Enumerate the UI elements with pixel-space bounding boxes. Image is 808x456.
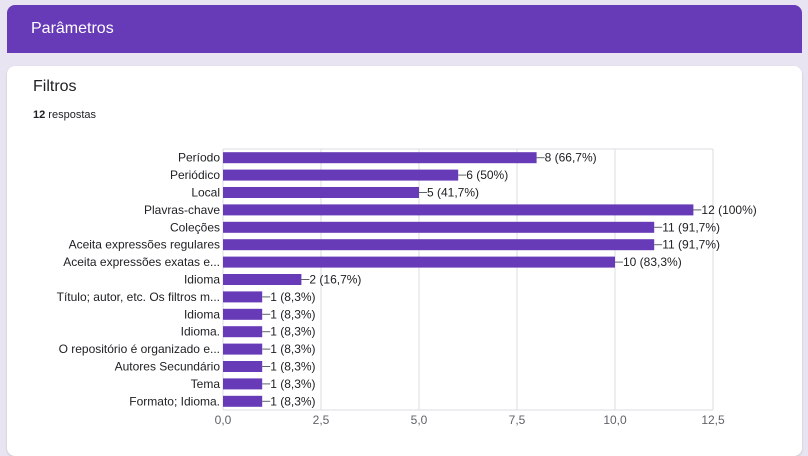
category-label: Coleções xyxy=(170,220,220,234)
response-count-number: 12 xyxy=(33,109,46,121)
x-tick-label: 2,5 xyxy=(313,413,330,427)
data-label: 5 (41,7%) xyxy=(427,186,479,200)
category-label: Formato; Idioma. xyxy=(129,394,220,408)
category-label: Aceita expressões exatas e... xyxy=(63,255,220,269)
category-label: Plavras-chave xyxy=(144,203,220,217)
bar xyxy=(223,274,302,285)
bar xyxy=(223,395,263,407)
x-tick-label: 12,5 xyxy=(701,413,725,427)
data-label: 1 (8,3%) xyxy=(270,377,315,391)
data-label: 1 (8,3%) xyxy=(270,360,315,374)
data-label: 1 (8,3%) xyxy=(270,325,315,339)
data-label: 1 (8,3%) xyxy=(270,290,315,304)
bar xyxy=(223,326,263,338)
bar xyxy=(223,152,537,164)
data-label: 1 (8,3%) xyxy=(270,342,315,356)
bar xyxy=(223,187,419,198)
bar xyxy=(223,361,263,372)
data-label: 8 (66,7%) xyxy=(545,151,597,165)
data-label: 6 (50%) xyxy=(466,168,508,182)
x-tick-label: 0,0 xyxy=(215,413,232,427)
section-header: Parâmetros xyxy=(7,5,802,53)
category-label: Aceita expressões regulares xyxy=(69,238,220,252)
category-label: Idioma xyxy=(184,273,220,287)
labels: 0,0 2,5 5,0 7,5 10,0 12,5 Período 8 (66,7%) Peri… xyxy=(57,151,757,427)
bars xyxy=(223,152,694,407)
category-label: Periódico xyxy=(170,168,220,182)
category-label: Tema xyxy=(191,377,221,391)
x-tick-label: 5,0 xyxy=(411,413,428,427)
data-label: 1 (8,3%) xyxy=(270,307,315,321)
data-label: 11 (91,7%) xyxy=(662,220,720,234)
response-count: 12 respostas xyxy=(33,109,96,121)
bar xyxy=(223,291,263,303)
category-label: Período xyxy=(178,151,220,165)
data-label: 12 (100%) xyxy=(701,203,756,217)
data-label: 10 (83,3%) xyxy=(623,255,682,269)
bar xyxy=(223,221,655,233)
category-label: Idioma. xyxy=(181,325,220,339)
bar xyxy=(223,343,263,355)
data-label: 11 (91,7%) xyxy=(662,238,720,252)
data-label: 1 (8,3%) xyxy=(270,394,315,408)
bar xyxy=(223,378,263,390)
bar xyxy=(223,169,459,181)
category-label: Título; autor, etc. Os filtros m... xyxy=(57,290,220,304)
category-label: Idioma xyxy=(184,307,220,321)
section-title: Parâmetros xyxy=(31,20,114,37)
category-label: Local xyxy=(191,186,220,200)
bar xyxy=(223,239,655,251)
data-label: 2 (16,7%) xyxy=(309,273,361,287)
x-tick-label: 7,5 xyxy=(509,413,526,427)
x-tick-label: 10,0 xyxy=(603,413,627,427)
bar xyxy=(223,256,615,268)
question-title: Filtros xyxy=(33,78,77,95)
category-label: O repositório é organizado e... xyxy=(59,342,220,356)
category-label: Autores Secundário xyxy=(115,360,221,374)
bar xyxy=(223,308,263,320)
response-count-label: respostas xyxy=(45,109,96,121)
bar xyxy=(223,204,694,216)
